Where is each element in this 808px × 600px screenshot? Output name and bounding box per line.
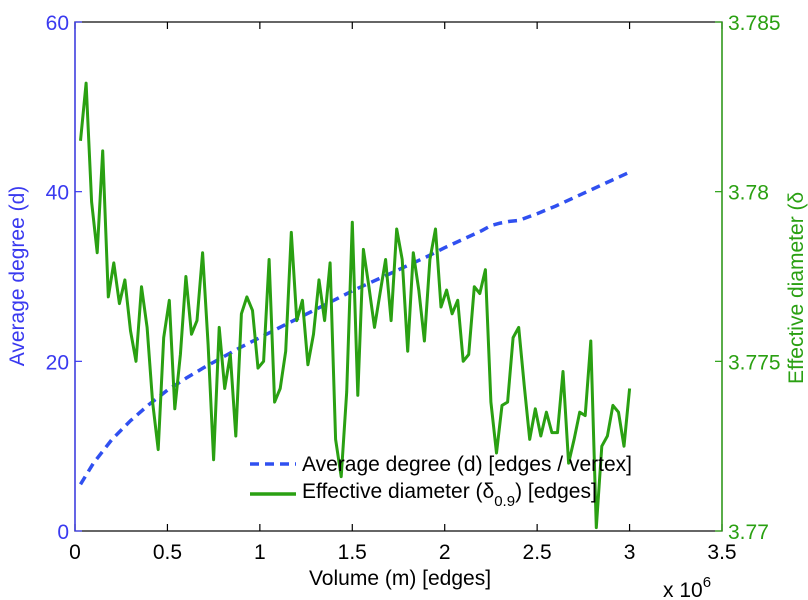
y-left-tick-label: 60: [46, 12, 69, 35]
y-right-axis-ticks: 3.77 3.775 3.78 3.785: [715, 12, 781, 544]
x-axis-label: Volume (m) [edges]: [309, 567, 491, 590]
x-tick-label: 2.5: [523, 541, 552, 564]
x-tick-label: 0.5: [153, 541, 182, 564]
y-right-tick-label: 3.78: [728, 182, 769, 205]
legend-entry2-pre: Effective diameter (δ: [302, 480, 494, 503]
y-right-axis-label: Effective diameter (δ: [785, 192, 808, 384]
y-left-axis-label: Average degree (d): [6, 186, 29, 367]
y-right-tick-label: 3.775: [728, 351, 781, 374]
x-axis-multiplier: x 106: [663, 574, 711, 600]
legend-entry-average-degree: Average degree (d) [edges / vertex]: [302, 453, 632, 476]
legend-entry2-sub: 0.9: [494, 493, 515, 510]
legend: Average degree (d) [edges / vertex] Effe…: [250, 453, 632, 510]
x-tick-label: 3.5: [707, 541, 736, 564]
y-left-axis-ticks: 0 20 40 60: [46, 12, 82, 544]
y-left-tick-label: 20: [46, 351, 69, 374]
y-right-tick-label: 3.77: [728, 521, 769, 544]
x-tick-label: 1: [254, 541, 266, 564]
y-left-tick-label: 40: [46, 182, 69, 205]
y-right-tick-label: 3.785: [728, 12, 781, 35]
legend-entry-effective-diameter: Effective diameter (δ0.9) [edges]: [302, 480, 597, 510]
x-tick-label: 0: [69, 541, 81, 564]
y-left-tick-label: 0: [57, 521, 69, 544]
plot-area: [79, 81, 632, 530]
x-tick-label: 1.5: [338, 541, 367, 564]
x-tick-label: 2: [439, 541, 451, 564]
x-axis-ticks: 0 0.5 1 1.5 2 2.5 3 3.5: [69, 22, 737, 564]
x-axis-multiplier-base: x 10: [663, 579, 703, 600]
series-line-effective-diameter: [79, 81, 632, 530]
x-tick-label: 3: [624, 541, 636, 564]
x-axis-multiplier-exponent: 6: [703, 574, 711, 591]
legend-entry2-post: ) [edges]: [515, 480, 597, 503]
